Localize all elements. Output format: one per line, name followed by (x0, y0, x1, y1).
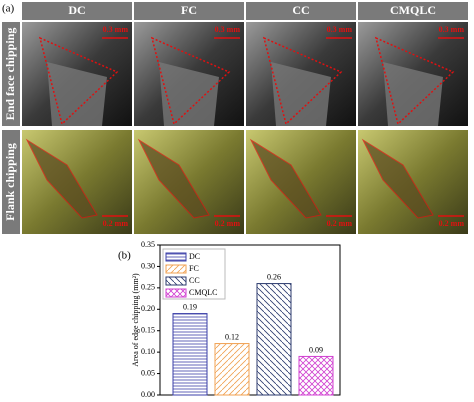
column-header: CC (292, 3, 309, 17)
column-header-bg (358, 2, 468, 20)
chipping-outline (262, 36, 343, 126)
scale-bar-label: 0.2 mm (439, 219, 465, 228)
y-tick-label: 0.10 (141, 347, 155, 356)
bar (256, 283, 292, 396)
scale-bar-label: 0.3 mm (215, 25, 241, 34)
scale-bar-label: 0.2 mm (327, 219, 353, 228)
chipping-outline (361, 138, 434, 219)
plot-frame (159, 244, 341, 396)
y-tick-label: 0.20 (141, 304, 155, 313)
tool-face (271, 62, 331, 126)
column-header-bg (22, 2, 132, 20)
column-header: DC (68, 3, 85, 17)
scale-bar-label: 0.3 mm (439, 25, 465, 34)
scale-bar-label: 0.2 mm (215, 219, 241, 228)
bar (298, 355, 334, 396)
bar (214, 343, 250, 396)
scale-bar-label: 0.3 mm (327, 25, 353, 34)
chipping-outline (249, 138, 322, 219)
scale-bar-label: 0.2 mm (103, 219, 129, 228)
y-axis-label: Area of edge chipping (mm²) (131, 273, 140, 367)
legend-swatch (165, 252, 187, 262)
chipping-outline (137, 138, 210, 219)
y-tick-label: 0.00 (141, 390, 155, 399)
legend-swatch (165, 264, 187, 274)
panel-label: (a) (2, 3, 15, 15)
legend-swatch (165, 276, 187, 286)
tool-face (383, 62, 443, 126)
column-header: FC (181, 3, 197, 17)
scale-bar-label: 0.3 mm (103, 25, 129, 34)
y-tick-label: 0.05 (141, 368, 155, 377)
chipping-outline (38, 36, 119, 126)
value-label: 0.26 (267, 272, 281, 281)
value-label: 0.19 (183, 302, 197, 311)
chipping-outline (374, 36, 455, 126)
legend-label: CC (189, 276, 200, 285)
row-header-bg (2, 130, 20, 234)
chipping-outline (150, 36, 231, 126)
row-header: Flank chipping (3, 143, 17, 221)
legend-label: DC (189, 252, 200, 261)
row-header-bg (2, 22, 20, 126)
panel-label: (b) (118, 250, 131, 262)
y-tick-label: 0.30 (141, 261, 155, 270)
y-tick-label: 0.25 (141, 283, 155, 292)
chipping-outline (25, 138, 98, 219)
column-header-bg (246, 2, 356, 20)
value-label: 0.12 (225, 332, 239, 341)
tool-face (47, 62, 107, 126)
bar (172, 313, 208, 396)
value-label: 0.09 (309, 345, 323, 354)
legend-swatch (165, 288, 187, 298)
column-header-bg (134, 2, 244, 20)
legend-label: FC (189, 264, 199, 273)
column-header: CMQLC (390, 3, 436, 17)
legend-label: CMQLC (189, 288, 217, 297)
y-tick-label: 0.15 (141, 326, 155, 335)
tool-face (159, 62, 219, 126)
row-header: End face chipping (3, 28, 17, 121)
y-tick-label: 0.35 (141, 240, 155, 249)
